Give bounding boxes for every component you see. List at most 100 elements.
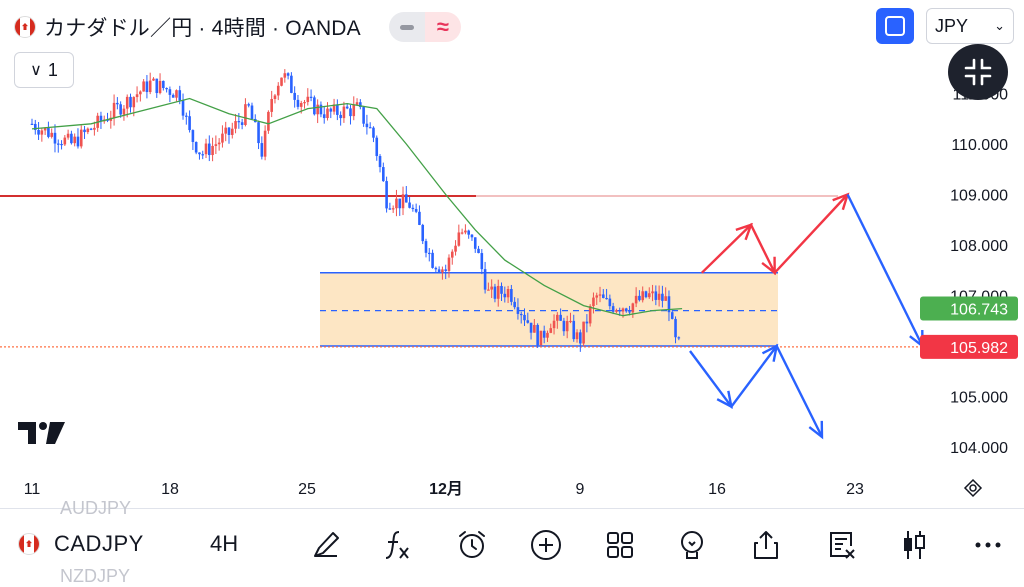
candle-body bbox=[510, 289, 513, 302]
candle-body bbox=[559, 314, 562, 321]
canada-flag-icon bbox=[18, 533, 40, 555]
candle-body bbox=[237, 121, 241, 123]
candle-body bbox=[618, 310, 622, 312]
candle-body bbox=[677, 337, 681, 339]
candle-body bbox=[418, 211, 421, 225]
candle-body bbox=[588, 306, 592, 324]
candle-body bbox=[523, 314, 526, 321]
candle-body bbox=[421, 224, 425, 242]
chart-canvas[interactable]: 104.000105.000106.000107.000108.000109.0… bbox=[0, 0, 1024, 505]
chart-area[interactable]: 104.000105.000106.000107.000108.000109.0… bbox=[0, 0, 1024, 505]
candle-body bbox=[217, 142, 221, 145]
red-projection-arrow bbox=[700, 193, 849, 275]
pen-icon bbox=[314, 532, 339, 557]
candle-body bbox=[473, 237, 477, 249]
candle-body bbox=[309, 96, 313, 98]
candle-body bbox=[464, 230, 467, 233]
candle-body bbox=[188, 116, 191, 131]
candle-body bbox=[529, 322, 533, 333]
candle-body bbox=[56, 143, 60, 145]
approx-icon[interactable]: ≈ bbox=[424, 12, 461, 42]
moving-average-line bbox=[31, 97, 683, 317]
candle-body bbox=[536, 324, 539, 346]
alert-button[interactable] bbox=[452, 525, 492, 565]
candle-body bbox=[129, 96, 132, 108]
indicator-pill[interactable]: ≈ bbox=[388, 12, 461, 42]
candle-body bbox=[382, 167, 385, 182]
ideas-button[interactable] bbox=[672, 525, 712, 565]
tradingview-logo-icon bbox=[18, 422, 65, 444]
red-projection-arrow-head bbox=[832, 192, 850, 211]
price-tag-bg bbox=[920, 334, 1018, 359]
symbol-selector[interactable]: CADJPY bbox=[18, 531, 144, 557]
candle-body bbox=[112, 102, 116, 118]
chart-type-button[interactable] bbox=[894, 525, 934, 565]
watchlist-button[interactable] bbox=[822, 525, 862, 565]
candle-body bbox=[539, 330, 543, 346]
candle-body bbox=[447, 257, 451, 271]
candle-body bbox=[263, 130, 267, 157]
blue-projection-arrow bbox=[689, 343, 824, 438]
indicators-button[interactable] bbox=[378, 525, 418, 565]
candle-body bbox=[368, 127, 372, 129]
candle-body bbox=[424, 241, 428, 253]
minus-icon[interactable] bbox=[388, 12, 425, 42]
candle-body bbox=[240, 122, 244, 125]
candle-body bbox=[260, 143, 264, 157]
square-icon bbox=[885, 16, 905, 36]
currency-select[interactable]: JPY ⌄ bbox=[926, 8, 1014, 44]
candle-body bbox=[211, 145, 214, 156]
candle-body bbox=[556, 314, 559, 321]
candle-body bbox=[444, 269, 447, 271]
candle-body bbox=[657, 293, 661, 300]
exit-fullscreen-button[interactable] bbox=[948, 44, 1008, 100]
candle-body bbox=[362, 107, 365, 124]
candle-body bbox=[654, 291, 658, 300]
candle-body bbox=[165, 87, 168, 90]
layout-button[interactable] bbox=[600, 525, 640, 565]
candle-body bbox=[506, 289, 510, 298]
candle-body bbox=[178, 90, 182, 101]
candle-body bbox=[647, 293, 651, 298]
candle-body bbox=[319, 104, 323, 115]
candle-body bbox=[355, 102, 359, 105]
candle-body bbox=[313, 97, 316, 115]
candle-body bbox=[569, 320, 572, 323]
object-tree-button[interactable] bbox=[876, 8, 914, 44]
candle-body bbox=[329, 108, 333, 112]
grid-icon bbox=[607, 532, 633, 558]
indicator-collapse-button[interactable]: ∨ 1 bbox=[14, 52, 74, 88]
candle-body bbox=[76, 136, 80, 147]
candles bbox=[30, 69, 681, 352]
candle-body bbox=[611, 306, 615, 312]
candle-body bbox=[454, 245, 457, 252]
candle-body bbox=[208, 143, 211, 156]
drawing-tool-button[interactable] bbox=[306, 525, 346, 565]
blue-projection-arrow-head bbox=[808, 420, 824, 440]
share-button[interactable] bbox=[746, 525, 786, 565]
candle-body bbox=[116, 102, 119, 105]
last-price-tag: 105.982 bbox=[950, 340, 1008, 357]
candle-body bbox=[168, 89, 172, 95]
candle-body bbox=[460, 232, 464, 234]
candle-body bbox=[496, 285, 500, 299]
candle-body bbox=[280, 77, 283, 86]
candle-body bbox=[503, 293, 507, 298]
candle-body bbox=[359, 102, 362, 108]
candle-body bbox=[598, 294, 602, 296]
candle-body bbox=[441, 269, 444, 273]
list-x-icon bbox=[830, 532, 855, 559]
candle-body bbox=[480, 253, 484, 270]
add-button[interactable] bbox=[526, 525, 566, 565]
candle-body bbox=[565, 321, 569, 332]
y-tick-label: 108.000 bbox=[950, 238, 1008, 255]
x-tick-label: 25 bbox=[298, 481, 316, 498]
symbol-name: CADJPY bbox=[54, 531, 144, 556]
candle-body bbox=[519, 313, 523, 316]
x-tick-label: 9 bbox=[576, 481, 585, 498]
more-button[interactable] bbox=[968, 525, 1008, 565]
timeframe-selector[interactable]: 4H bbox=[210, 531, 239, 556]
candle-body bbox=[201, 154, 205, 156]
candle-body bbox=[73, 136, 76, 144]
candle-body bbox=[125, 96, 129, 109]
